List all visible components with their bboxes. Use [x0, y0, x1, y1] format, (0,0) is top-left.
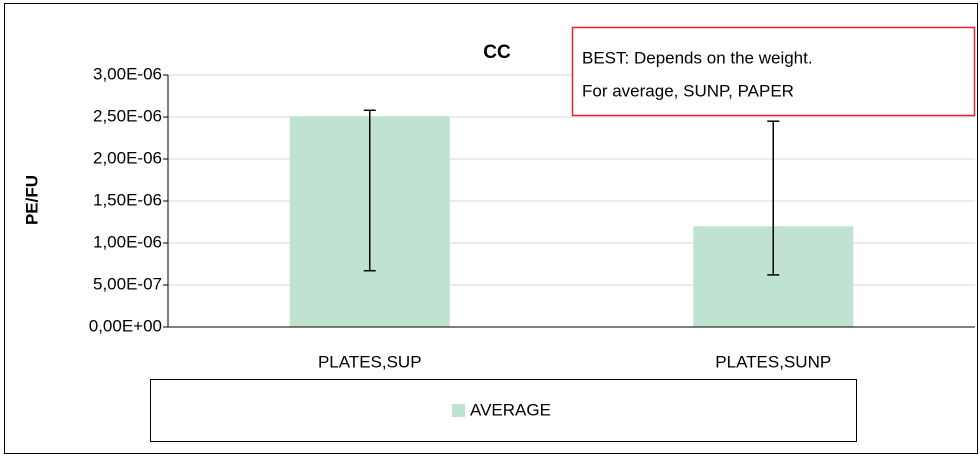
- annotation-line: BEST: Depends on the weight.: [582, 48, 813, 67]
- legend-box: [150, 379, 857, 442]
- y-tick-label: 1,50E-06: [93, 190, 162, 209]
- x-tick-label: PLATES,SUNP: [715, 352, 831, 371]
- chart-title: CC: [483, 42, 511, 63]
- y-tick-label: 0,00E+00: [89, 316, 162, 335]
- legend-label: AVERAGE: [470, 400, 551, 419]
- y-tick-label: 1,00E-06: [93, 232, 162, 251]
- y-tick-label: 3,00E-06: [93, 64, 162, 83]
- annotation-line: For average, SUNP, PAPER: [582, 81, 794, 100]
- plot-area: 0,00E+00 5,00E-07 1,00E-06 1,50E-06 2,00E-06…: [89, 64, 975, 371]
- legend-swatch: [452, 404, 465, 417]
- y-tick-label: 5,00E-07: [93, 274, 162, 293]
- y-axis-label: PE/FU: [22, 175, 41, 225]
- annotation-box: [571, 26, 976, 117]
- x-tick-label: PLATES,SUP: [318, 352, 422, 371]
- y-tick-label: 2,50E-06: [93, 106, 162, 125]
- y-tick-label: 2,00E-06: [93, 148, 162, 167]
